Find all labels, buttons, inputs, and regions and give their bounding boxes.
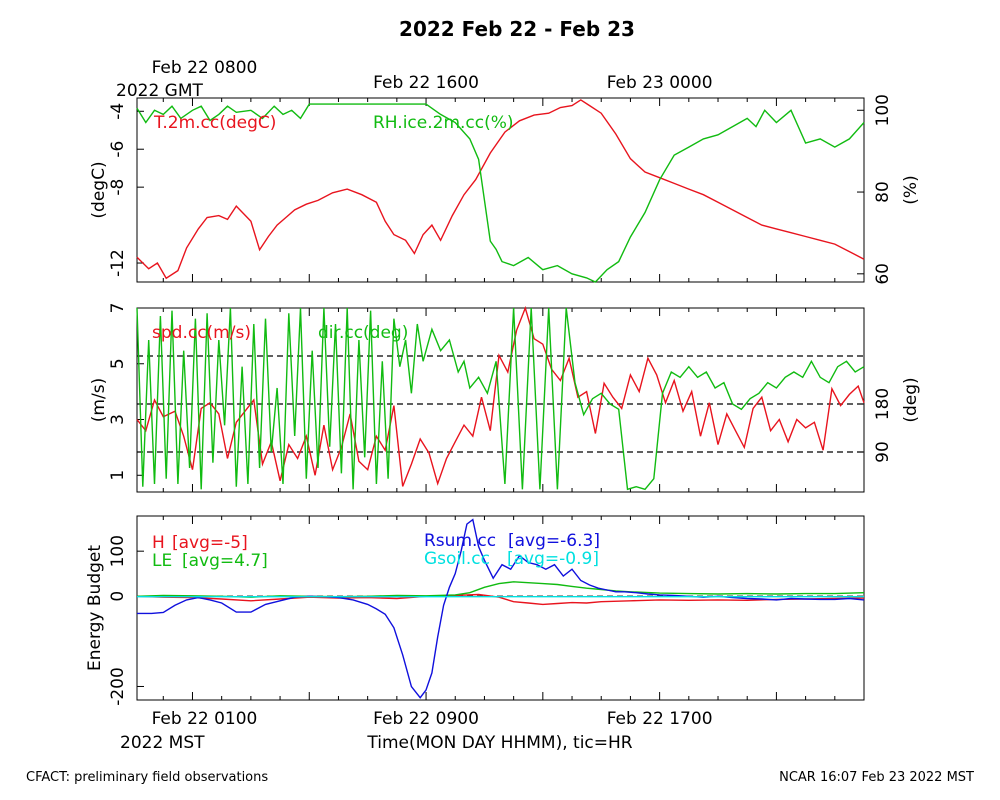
chart-title: 2022 Feb 22 - Feb 23 bbox=[399, 17, 635, 41]
legend-gsoil-avg: [avg=-0.9] bbox=[507, 549, 599, 569]
panel-wind-frame bbox=[136, 307, 865, 493]
y-tick-label: 5 bbox=[108, 358, 128, 369]
series-line-h bbox=[136, 593, 865, 606]
panel-energy-budget: 100 0 -200 bbox=[108, 516, 865, 706]
legend-rsum: Rsum.cc [avg=-6.3] bbox=[424, 531, 600, 551]
y-tick-label: 3 bbox=[108, 414, 128, 425]
panel3-ylabel: Energy Budget bbox=[85, 545, 105, 671]
top-axis-ticks: Feb 22 0800 Feb 22 1600 Feb 23 0000 bbox=[152, 58, 713, 93]
series-line-rh bbox=[136, 103, 865, 283]
legend-le-name: LE bbox=[152, 551, 172, 571]
top-axis-tick-label: Feb 22 1600 bbox=[373, 73, 479, 93]
legend-le: LE [avg=4.7] bbox=[152, 551, 268, 571]
y-tick-label: 0 bbox=[108, 591, 128, 602]
y-tick-label: -4 bbox=[108, 103, 128, 120]
series-line-le bbox=[136, 581, 865, 598]
y-tick-label: -8 bbox=[108, 179, 128, 196]
series-line-spd bbox=[136, 305, 865, 487]
x-axis-title: Time(MON DAY HHMM), tic=HR bbox=[366, 733, 632, 753]
bottom-axis-tick-label: Feb 22 0900 bbox=[373, 709, 479, 729]
legend-rsum-name: Rsum.cc bbox=[424, 531, 496, 551]
legend-h-name: H bbox=[152, 533, 165, 553]
y-tick-label: 1 bbox=[108, 470, 128, 481]
series-line-t bbox=[136, 99, 865, 280]
top-axis-zone-label: 2022 GMT bbox=[116, 81, 204, 101]
series-line-dir bbox=[136, 307, 865, 491]
panel1-ylabel: (degC) bbox=[89, 161, 109, 218]
y2-tick-label: 90 bbox=[873, 441, 893, 463]
y-tick-label: 7 bbox=[108, 303, 128, 314]
panel-wind: 1 3 5 7 90 180 bbox=[108, 303, 893, 492]
y2-tick-label: 100 bbox=[873, 94, 893, 126]
panel-temperature-rh: -4 -6 -8 -12 100 80 60 bbox=[108, 94, 893, 285]
panel-energy-frame bbox=[136, 515, 865, 701]
y2-tick-label: 80 bbox=[873, 181, 893, 203]
y-tick-label: 100 bbox=[108, 535, 128, 567]
panel2-ylabel: (m/s) bbox=[89, 378, 109, 422]
legend-direction: dir.cc(deg) bbox=[318, 323, 408, 343]
legend-rh: RH.ice.2m.cc(%) bbox=[373, 113, 514, 133]
panel2-y2label: (deg) bbox=[901, 377, 921, 422]
legend-temperature: T.2m.cc(degC) bbox=[153, 113, 276, 133]
footer-left: CFACT: preliminary field observations bbox=[26, 770, 268, 785]
y2-tick-label: 180 bbox=[873, 388, 893, 420]
top-axis-tick-label: Feb 22 0800 bbox=[152, 58, 258, 78]
legend-gsoil-name: Gsoil.cc bbox=[424, 549, 490, 569]
legend-le-avg: [avg=4.7] bbox=[182, 551, 268, 571]
y2-tick-label: 60 bbox=[873, 263, 893, 285]
y-tick-label: -200 bbox=[108, 667, 128, 706]
bottom-axis-zone-label: 2022 MST bbox=[120, 733, 205, 753]
legend-rsum-avg: [avg=-6.3] bbox=[508, 531, 600, 551]
bottom-axis-ticks: Feb 22 0100 Feb 22 0900 Feb 22 1700 bbox=[152, 709, 713, 729]
y-tick-label: -12 bbox=[108, 249, 128, 277]
top-axis-tick-label: Feb 23 0000 bbox=[607, 73, 713, 93]
footer-right: NCAR 16:07 Feb 23 2022 MST bbox=[779, 770, 974, 785]
panel-temperature-frame bbox=[136, 97, 865, 283]
panel1-y2label: (%) bbox=[901, 175, 921, 204]
legend-gsoil: Gsoil.cc [avg=-0.9] bbox=[424, 549, 599, 569]
bottom-axis-tick-label: Feb 22 1700 bbox=[607, 709, 713, 729]
y-tick-label: -6 bbox=[108, 141, 128, 158]
legend-h: H [avg=-5] bbox=[152, 533, 248, 553]
legend-h-avg: [avg=-5] bbox=[172, 533, 248, 553]
legend-speed: spd.cc(m/s) bbox=[152, 323, 251, 343]
bottom-axis-tick-label: Feb 22 0100 bbox=[152, 709, 258, 729]
